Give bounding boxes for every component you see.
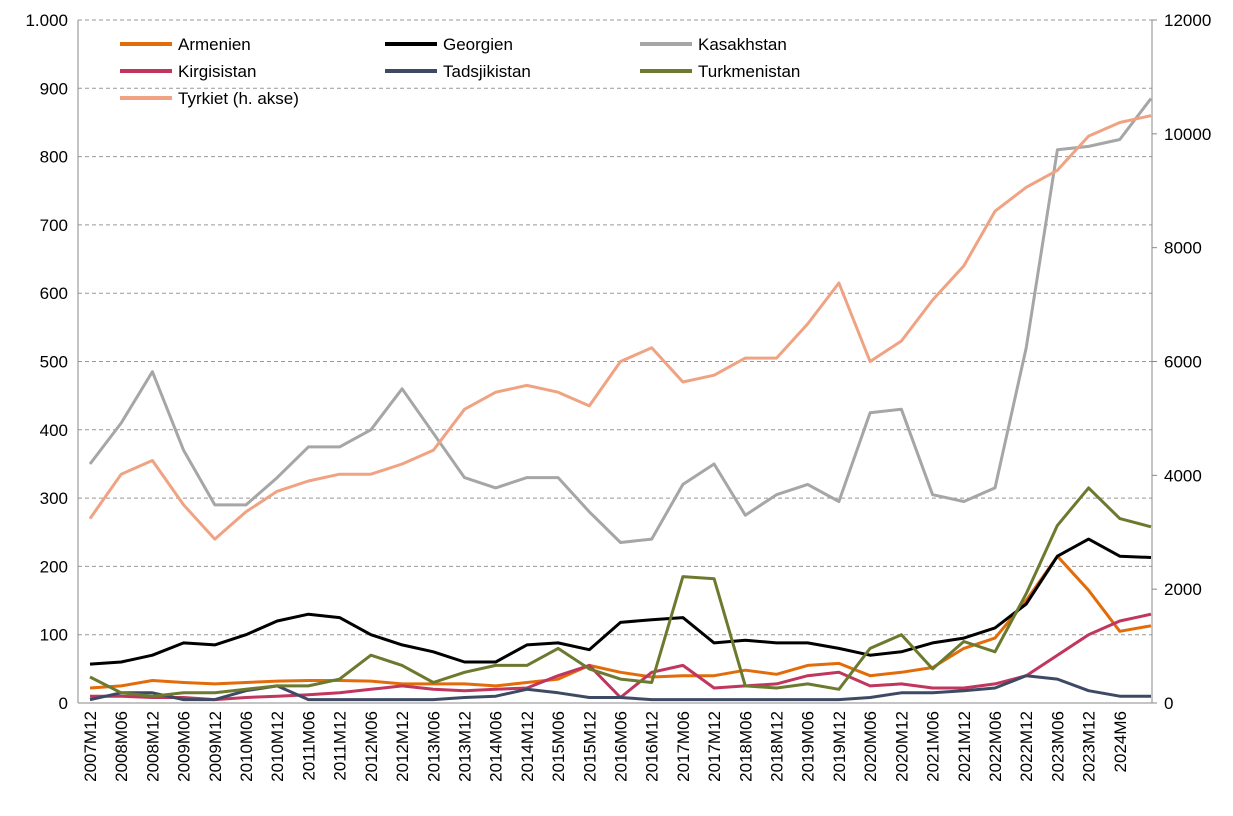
legend-label: Tadsjikistan [443,62,531,81]
x-tick-label: 2011M06 [299,711,318,781]
x-tick-label: 2020M06 [861,711,880,782]
x-tick-label: 2018M06 [736,711,755,782]
series-line [88,114,1152,541]
x-tick-label: 2022M12 [1017,711,1036,782]
x-tick-label: 2019M06 [799,711,818,782]
x-tick-label: 2015M06 [549,711,568,782]
x-tick-label: 2016M06 [612,711,631,782]
legend-label: Armenien [178,35,251,54]
x-tick-label: 2020M12 [892,711,911,782]
y-tick-label: 200 [40,557,68,576]
y2-tick-label: 8000 [1164,239,1202,258]
y-tick-label: 1.000 [25,11,68,30]
x-tick-label: 2009M06 [175,711,194,782]
x-tick-label: 2012M12 [393,711,412,782]
x-tick-label: 2011M12 [331,711,350,781]
x-tick-label: 2017M12 [705,711,724,782]
y-tick-label: 100 [40,626,68,645]
x-tick-label: 2024M6 [1111,711,1130,772]
x-tick-label: 2012M06 [362,711,381,782]
x-tick-label: 2023M12 [1080,711,1099,782]
x-tick-label: 2014M06 [487,711,506,782]
x-tick-label: 2021M12 [955,711,974,782]
x-tick-label: 2023M06 [1048,711,1067,782]
x-tick-label: 2013M12 [455,711,474,782]
y2-tick-label: 2000 [1164,580,1202,599]
x-tick-label: 2015M12 [580,711,599,782]
y2-tick-label: 12000 [1164,11,1211,30]
x-tick-label: 2009M12 [206,711,225,782]
legend-label: Georgien [443,35,513,54]
y-tick-label: 700 [40,216,68,235]
y-tick-label: 900 [40,79,68,98]
x-tick-label: 2017M06 [674,711,693,782]
y2-tick-label: 10000 [1164,125,1211,144]
legend-label: Tyrkiet (h. akse) [178,89,299,108]
y-tick-label: 300 [40,489,68,508]
legend-label: Kasakhstan [698,35,787,54]
x-tick-label: 2019M12 [830,711,849,782]
y-tick-label: 500 [40,353,68,372]
x-tick-label: 2014M12 [518,711,537,782]
x-tick-label: 2007M12 [81,711,100,782]
x-tick-label: 2018M12 [768,711,787,782]
x-tick-label: 2008M12 [143,711,162,782]
series-line [88,97,1153,544]
legend-label: Turkmenistan [698,62,800,81]
y-tick-label: 600 [40,284,68,303]
series-line [89,486,1152,698]
x-tick-label: 2021M06 [924,711,943,782]
series-line [89,537,1152,666]
x-tick-label: 2013M06 [424,711,443,782]
x-tick-label: 2010M12 [268,711,287,782]
y-tick-label: 400 [40,421,68,440]
x-tick-label: 2016M12 [643,711,662,782]
y-tick-label: 800 [40,148,68,167]
y2-tick-label: 6000 [1164,353,1202,372]
x-tick-label: 2008M06 [112,711,131,782]
y2-tick-label: 4000 [1164,466,1202,485]
x-tick-label: 2010M06 [237,711,256,782]
legend-label: Kirgisistan [178,62,256,81]
y2-tick-label: 0 [1164,694,1173,713]
y-tick-label: 0 [59,694,68,713]
x-tick-label: 2022M06 [986,711,1005,782]
